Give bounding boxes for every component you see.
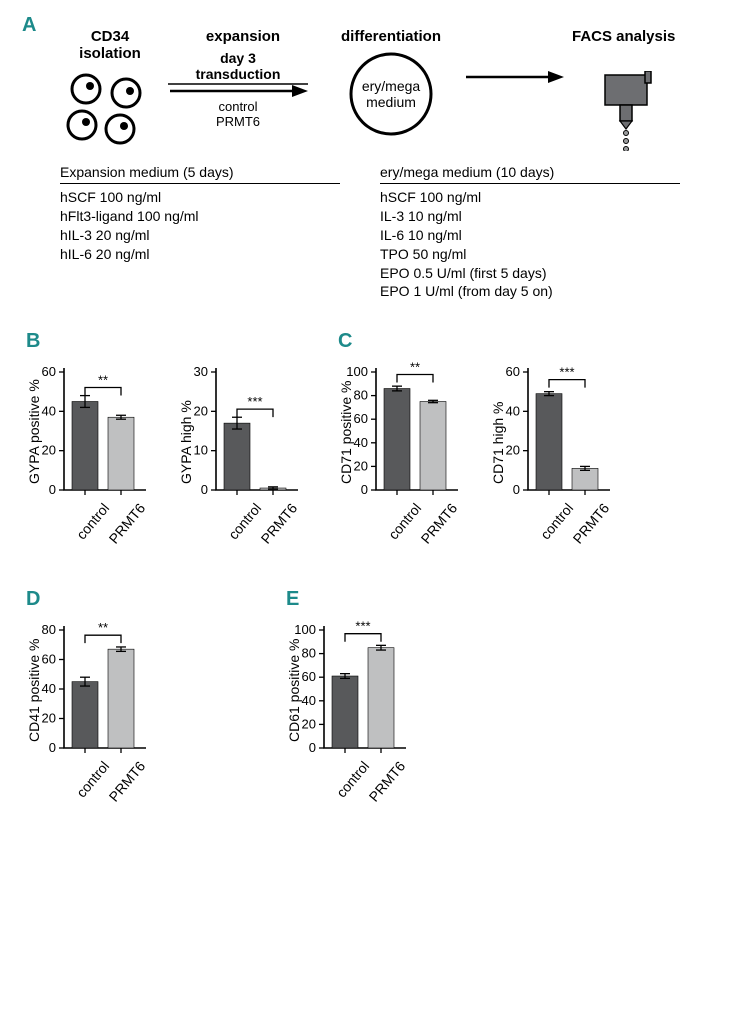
arrow2-block	[464, 28, 564, 91]
svg-text:0: 0	[361, 482, 368, 497]
svg-text:60: 60	[42, 652, 56, 667]
erymega-header: ery/mega medium (10 days)	[380, 164, 680, 184]
panel-d: D 020406080**CD41 positive %controlPRMT6	[30, 606, 152, 824]
svg-text:20: 20	[42, 443, 56, 458]
svg-text:80: 80	[302, 646, 316, 661]
panel-b: B 0204060**GYPA positive %controlPRMT6 0…	[30, 348, 304, 566]
svg-text:20: 20	[42, 711, 56, 726]
expansion-header: Expansion medium (5 days)	[60, 164, 340, 184]
svg-text:20: 20	[506, 443, 520, 458]
stage1-title: CD34isolation	[60, 28, 160, 63]
panel-a: A CD34isolation expansion day 3transduct…	[30, 20, 722, 320]
schematic-row: CD34isolation expansion day 3transductio…	[30, 20, 722, 156]
erymega-list: hSCF 100 ng/mlIL-3 10 ng/mlIL-6 10 ng/ml…	[380, 184, 680, 301]
svg-text:100: 100	[346, 364, 368, 379]
svg-text:***: ***	[559, 365, 574, 380]
svg-text:**: **	[98, 620, 108, 635]
svg-text:0: 0	[309, 740, 316, 755]
chart-gypa-high: 0102030***GYPA high %controlPRMT6	[182, 348, 304, 566]
chart-cd71-positive: 020406080100**CD71 positive %controlPRMT…	[342, 348, 464, 566]
svg-text:40: 40	[42, 681, 56, 696]
expansion-list: hSCF 100 ng/mlhFlt3-ligand 100 ng/mlhIL-…	[60, 184, 340, 264]
panel-c: C 020406080100**CD71 positive %controlPR…	[342, 348, 616, 566]
svg-text:**: **	[410, 360, 420, 375]
svg-text:60: 60	[42, 364, 56, 379]
svg-text:100: 100	[294, 622, 316, 637]
erymega-medium: ery/mega medium (10 days) hSCF 100 ng/ml…	[380, 164, 680, 301]
svg-text:60: 60	[506, 364, 520, 379]
arrow1-sub: controlPRMT6	[216, 100, 260, 130]
chart-cd71-high: 0204060***CD71 high %controlPRMT6	[494, 348, 616, 566]
arrow1: day 3transduction controlPRMT6	[168, 51, 308, 130]
chart-cd41: 020406080**CD41 positive %controlPRMT6	[30, 606, 152, 824]
svg-text:10: 10	[194, 443, 208, 458]
erymega-circle: ery/mega medium	[326, 51, 456, 142]
chart-gypa-positive: 0204060**GYPA positive %controlPRMT6	[30, 348, 152, 566]
stage4-title: FACS analysis	[572, 28, 675, 45]
stage-cd34: CD34isolation	[60, 28, 160, 154]
panel-a-label: A	[22, 14, 36, 37]
svg-text:20: 20	[194, 403, 208, 418]
stage2-title: expansion	[168, 28, 318, 45]
svg-text:40: 40	[302, 693, 316, 708]
svg-text:60: 60	[302, 669, 316, 684]
stage3-title: differentiation	[326, 28, 456, 45]
chart-cd61: 020406080100***CD61 positive %controlPRM…	[290, 606, 412, 824]
svg-text:0: 0	[49, 740, 56, 755]
stage-diff: differentiation ery/mega medium	[326, 28, 456, 142]
expansion-medium: Expansion medium (5 days) hSCF 100 ng/ml…	[60, 164, 340, 301]
svg-text:30: 30	[194, 364, 208, 379]
svg-text:***: ***	[355, 619, 370, 634]
svg-text:**: **	[98, 373, 108, 388]
svg-text:ery/mega: ery/mega	[362, 78, 421, 94]
arrow2-icon	[464, 68, 564, 86]
svg-text:20: 20	[302, 716, 316, 731]
svg-text:***: ***	[247, 394, 262, 409]
media-row: Expansion medium (5 days) hSCF 100 ng/ml…	[30, 164, 722, 301]
panel-e: E 020406080100***CD61 positive %controlP…	[290, 606, 412, 824]
svg-text:60: 60	[354, 411, 368, 426]
svg-text:40: 40	[506, 403, 520, 418]
arrow1-top: day 3transduction	[196, 51, 281, 82]
cells-icon	[60, 69, 160, 149]
svg-text:80: 80	[42, 622, 56, 637]
svg-text:0: 0	[201, 482, 208, 497]
stage-facs: FACS analysis	[572, 28, 675, 156]
svg-text:80: 80	[354, 388, 368, 403]
facs-icon	[572, 71, 675, 156]
svg-text:0: 0	[49, 482, 56, 497]
stage-expansion: expansion day 3transduction controlPRMT6	[168, 28, 318, 130]
charts-area: B 0204060**GYPA positive %controlPRMT6 0…	[30, 348, 722, 824]
svg-text:medium: medium	[366, 94, 416, 110]
svg-text:40: 40	[354, 435, 368, 450]
arrow1-icon	[168, 82, 308, 100]
svg-text:20: 20	[354, 458, 368, 473]
svg-text:0: 0	[513, 482, 520, 497]
svg-text:40: 40	[42, 403, 56, 418]
